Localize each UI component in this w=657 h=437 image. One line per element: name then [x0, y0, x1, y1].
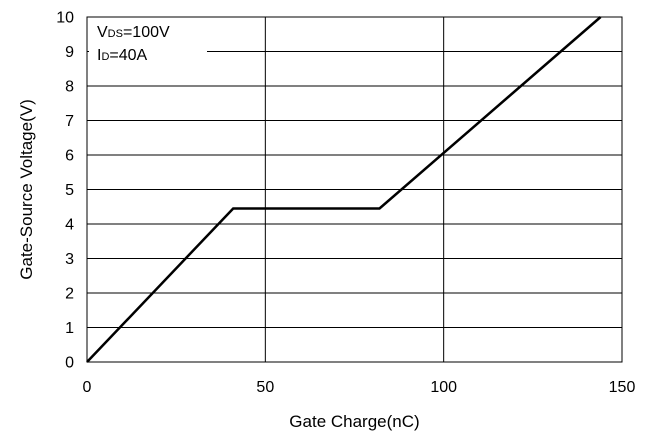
x-tick-labels: 0 50 100 150: [83, 379, 636, 396]
annotation-vds: VDS=100V: [97, 24, 170, 41]
y-tick-labels: 0 1 2 3 4 5 6 7 8 9 10: [56, 10, 74, 372]
y-tick-label: 7: [65, 113, 74, 130]
y-tick-label: 5: [65, 182, 74, 199]
y-tick-label: 6: [65, 148, 74, 165]
plot-frame: [86, 16, 623, 363]
y-tick-label: 10: [56, 10, 74, 27]
y-tick-label: 3: [65, 251, 74, 268]
y-tick-label: 9: [65, 44, 74, 61]
y-tick-label: 0: [65, 355, 74, 372]
y-tick-label: 4: [65, 217, 74, 234]
x-tick-label: 50: [256, 379, 274, 396]
y-tick-label: 8: [65, 79, 74, 96]
y-tick-label: 2: [65, 286, 74, 303]
x-tick-label: 150: [609, 379, 636, 396]
series-group: [86, 16, 602, 363]
y-axis-title: Gate-Source Voltage(V): [17, 99, 36, 279]
annotation-background: [89, 19, 207, 69]
x-axis-title: Gate Charge(nC): [289, 412, 419, 431]
y-tick-label: 1: [65, 320, 74, 337]
x-tick-label: 0: [83, 379, 92, 396]
annotation-id: ID=40A: [97, 47, 148, 64]
series-line: [86, 16, 602, 363]
x-tick-label: 100: [430, 379, 457, 396]
